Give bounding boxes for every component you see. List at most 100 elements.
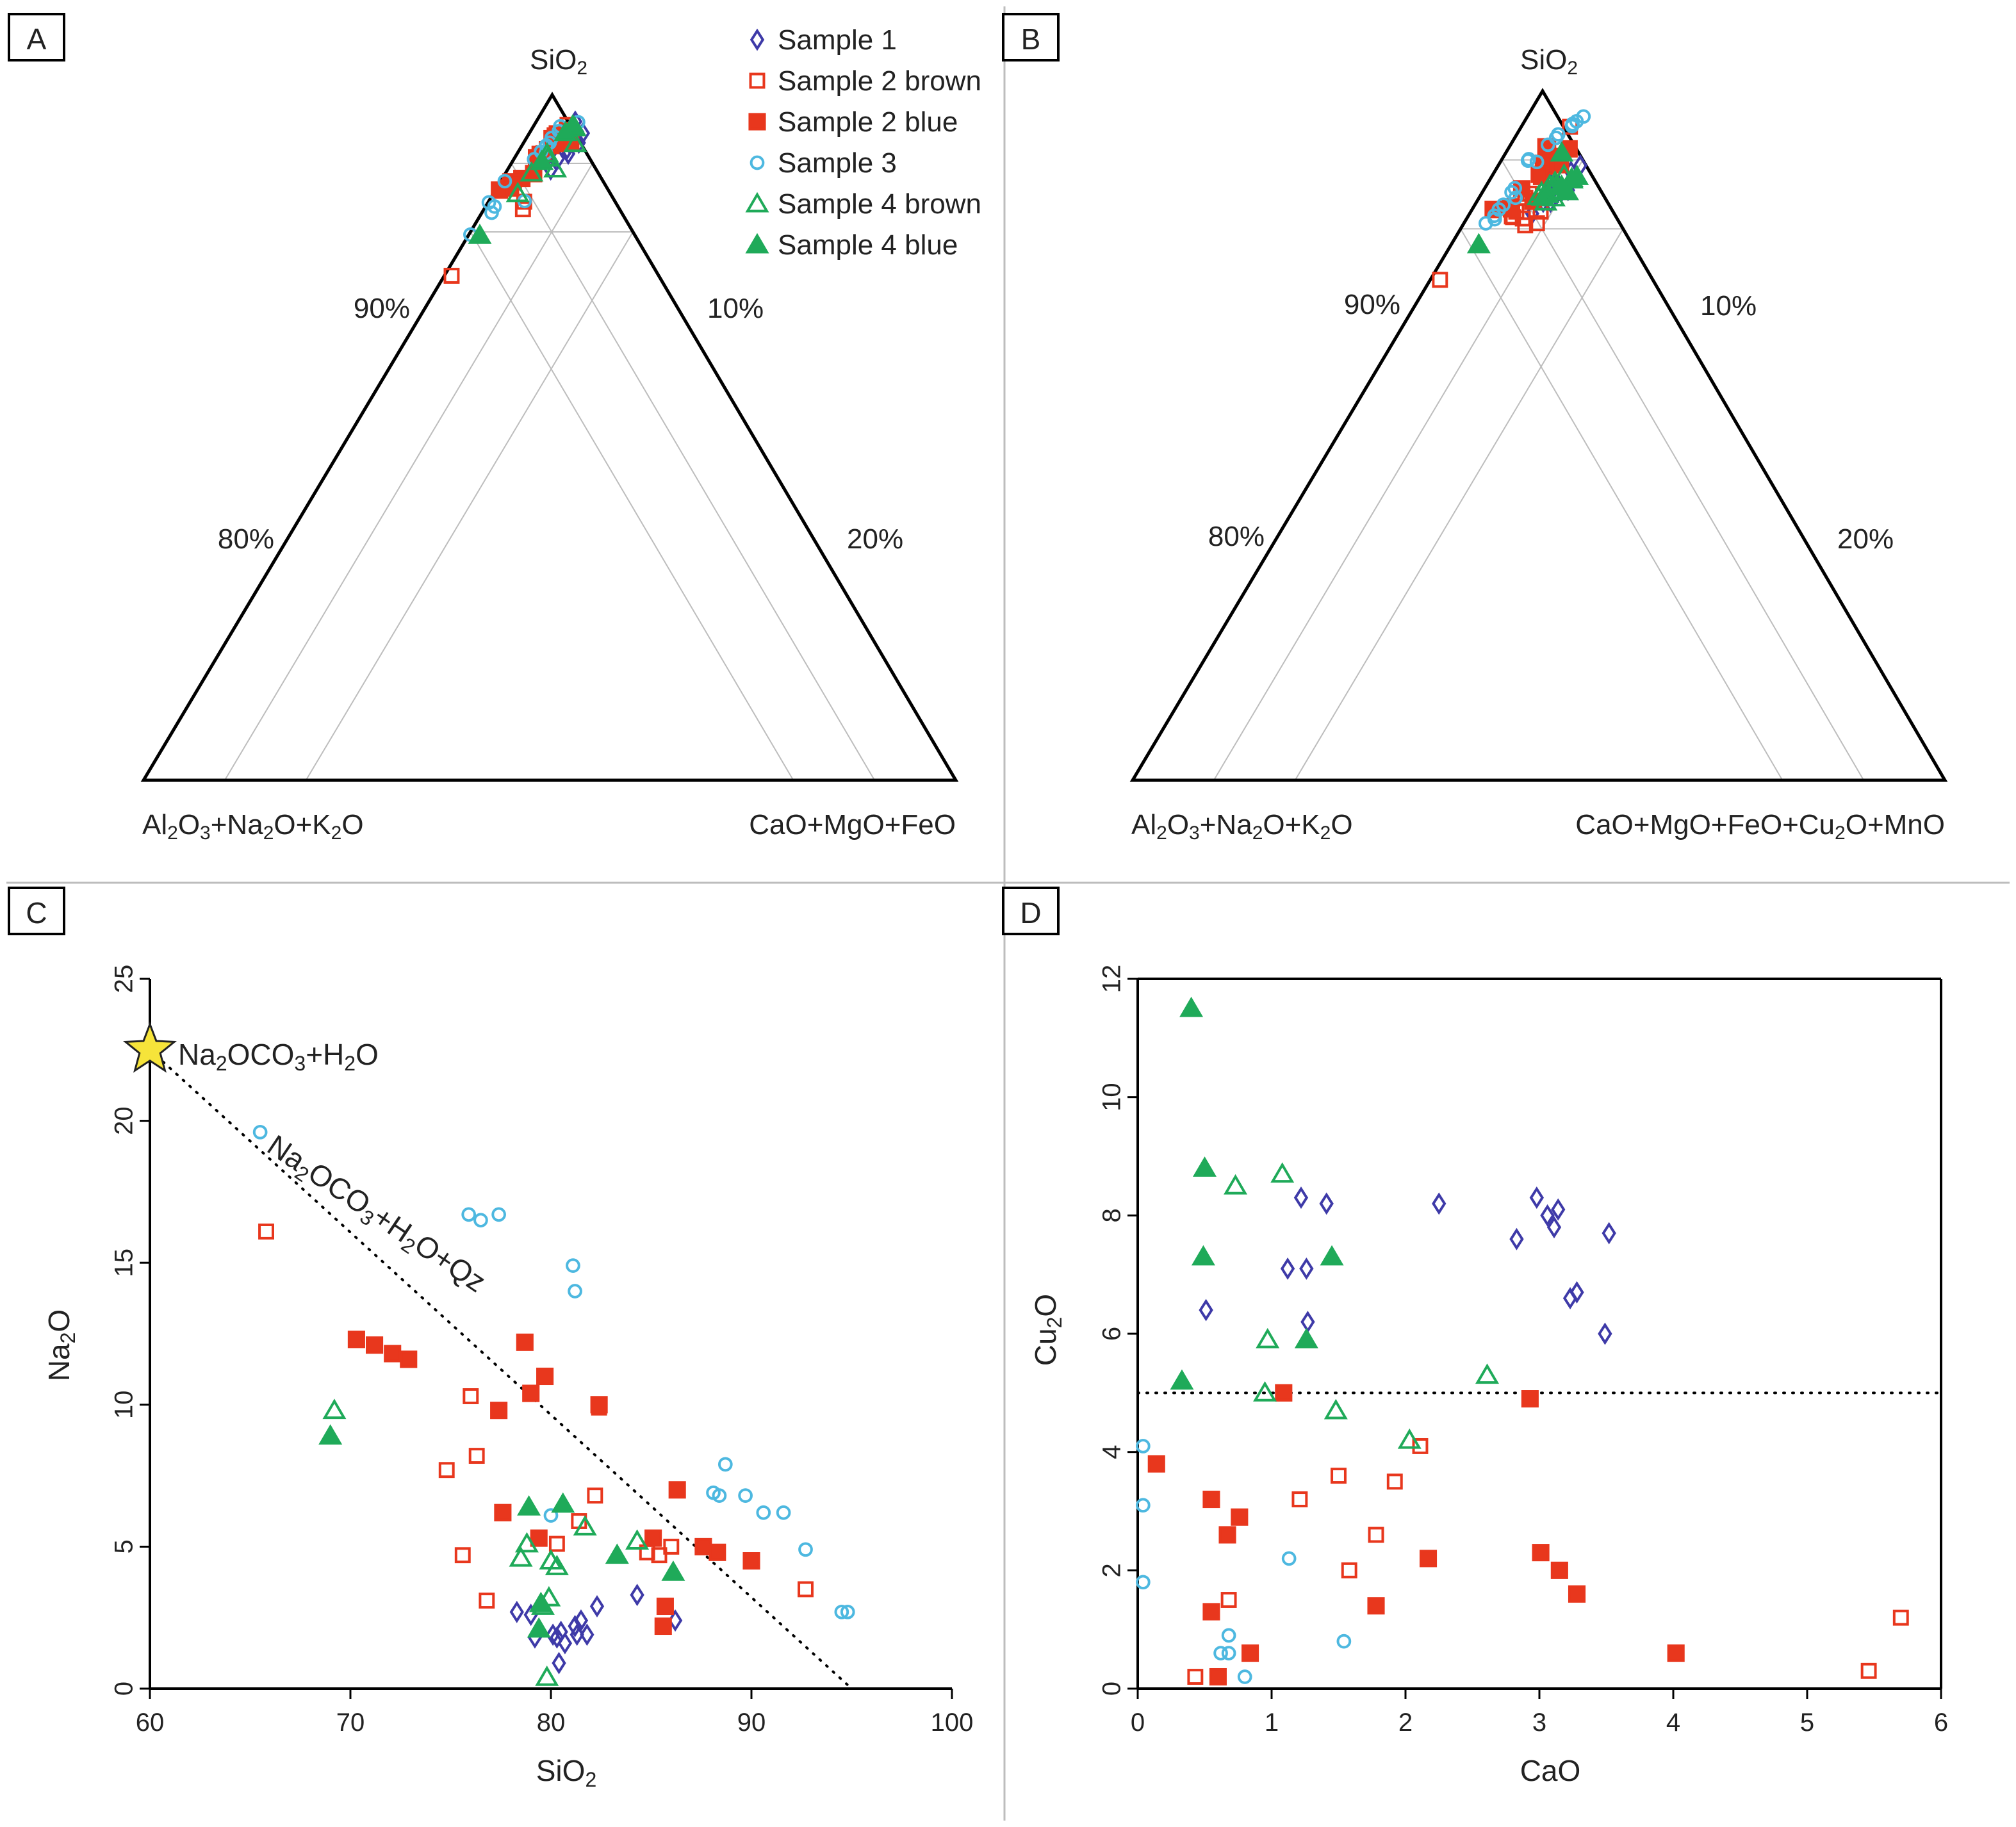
data-point-s2u (1275, 1384, 1293, 1402)
legend-marker-s1 (750, 28, 765, 51)
data-point-s2b (514, 201, 531, 218)
legend-label: Sample 2 blue (778, 106, 958, 138)
data-point-s2b (548, 1536, 565, 1552)
legend-label: Sample 4 blue (778, 229, 958, 261)
grid-left-10 (511, 163, 876, 781)
panel-d-letter-box (1002, 887, 1060, 935)
y-tick-label: 10 (110, 1391, 138, 1420)
data-point-s2u (1147, 1455, 1165, 1473)
data-point-s1 (1319, 1192, 1334, 1215)
y-tick-label: 4 (1098, 1445, 1126, 1459)
data-point-s3 (834, 1604, 849, 1619)
data-point-s3 (776, 1505, 791, 1520)
data-point-s3 (1541, 137, 1555, 152)
grid-right-10 (224, 163, 593, 781)
data-point-s2u (1231, 1508, 1249, 1526)
legend-marker-s2u (748, 113, 766, 131)
data-point-s3 (1564, 119, 1580, 134)
grid-left-20 (470, 231, 794, 781)
data-point-s3 (473, 1213, 488, 1228)
data-point-s1 (1509, 1227, 1524, 1250)
data-point-s1 (1432, 1192, 1446, 1215)
data-point-s2u (347, 1331, 365, 1348)
data-point-s2b (438, 1462, 455, 1479)
data-point-s2b (1341, 1562, 1357, 1578)
panel-c-letter-box (8, 887, 65, 935)
data-point-s3 (1221, 1646, 1236, 1660)
data-point-s2u (1568, 1585, 1586, 1603)
data-point-s3 (497, 174, 512, 189)
scatter-c: 60 70 80 90 100 0 5 10 15 20 25 (110, 965, 974, 1737)
data-point-s3 (1336, 1634, 1352, 1649)
data-point-s2b (1517, 217, 1534, 234)
star-annotation: Na2OCO3+H2O (178, 1038, 379, 1075)
data-point-s2b (468, 1448, 485, 1464)
grid-left-20 (1460, 228, 1783, 781)
data-point-s1 (1529, 1186, 1544, 1209)
y-tick-label: 10 (1098, 1083, 1126, 1111)
legend-item-s2b: Sample 2 brown (749, 65, 981, 97)
data-point-s2u (1550, 1561, 1568, 1579)
data-point-s4u (1550, 141, 1574, 162)
legend-item-s4b: Sample 4 brown (745, 188, 981, 220)
data-point-s3 (840, 1604, 855, 1619)
data-point-s2u (494, 1503, 512, 1521)
data-point-s2u (530, 1529, 548, 1547)
data-point-s4u (318, 1424, 343, 1445)
data-point-s4u (517, 1495, 541, 1516)
data-point-s4u (1191, 1245, 1215, 1266)
data-point-s4b (545, 1555, 569, 1575)
data-point-s2b (663, 1538, 680, 1555)
legend-label: Sample 2 brown (778, 65, 981, 97)
ternary-b-90-label: 90% (1344, 289, 1400, 320)
data-point-s4u (1320, 1245, 1344, 1266)
scatter-d-y-label: Cu2O (1029, 1294, 1066, 1366)
data-point-s2u (1209, 1667, 1227, 1686)
data-point-s2u (536, 1367, 554, 1386)
ternary-a-apex-label: SiO2 (530, 44, 587, 79)
data-point-s4b (520, 161, 544, 182)
data-point-s4u (551, 1492, 575, 1513)
x-tick-label: 70 (336, 1708, 365, 1737)
y-tick-label: 5 (110, 1539, 138, 1553)
panel-a-letter: A (27, 22, 47, 56)
x-tick-label: 5 (1800, 1708, 1814, 1737)
data-point-s2b (463, 1388, 479, 1404)
data-point-s2b (798, 1581, 814, 1598)
x-tick-label: 6 (1934, 1708, 1948, 1737)
data-point-s4u (1530, 185, 1555, 206)
data-point-s4b (1270, 1162, 1295, 1183)
data-point-s3 (1136, 1575, 1151, 1590)
data-point-s2u (742, 1552, 760, 1570)
data-point-s1 (580, 1623, 594, 1646)
data-point-s4b (535, 1666, 559, 1686)
scatter-c-x-label: SiO2 (536, 1754, 596, 1791)
data-point-s3 (1136, 1498, 1151, 1513)
data-point-s4u (1466, 233, 1491, 254)
ternary-b-left-label: Al2O3+Na2O+K2O (1131, 809, 1353, 844)
data-point-s4u (1294, 1327, 1318, 1348)
data-point-s2u (656, 1597, 674, 1616)
data-point-s2u (668, 1481, 686, 1499)
y-tick-label: 15 (110, 1249, 138, 1277)
data-point-s3 (1508, 190, 1523, 206)
y-tick-label: 8 (1098, 1208, 1126, 1222)
data-point-s4b (537, 1585, 561, 1607)
data-point-s1 (1280, 1257, 1295, 1280)
ternary-a-right-label: CaO+MgO+FeO (749, 809, 956, 840)
y-tick-label: 20 (110, 1106, 138, 1135)
data-point-s4b (573, 1515, 597, 1536)
data-point-s4b (514, 1532, 539, 1553)
data-point-s2u (522, 1384, 540, 1402)
panel-c-letter: C (26, 896, 47, 930)
data-point-s4u (1170, 1369, 1194, 1390)
data-point-s4u (553, 120, 578, 142)
legend-item-s3: Sample 3 (750, 147, 897, 179)
data-point-s1 (589, 1595, 605, 1618)
data-point-s3 (738, 1488, 753, 1503)
ternary-a-frame (140, 92, 959, 782)
ternary-a-10-label: 10% (707, 293, 764, 324)
data-point-s1 (1199, 1299, 1213, 1322)
data-point-s1 (568, 1615, 582, 1637)
